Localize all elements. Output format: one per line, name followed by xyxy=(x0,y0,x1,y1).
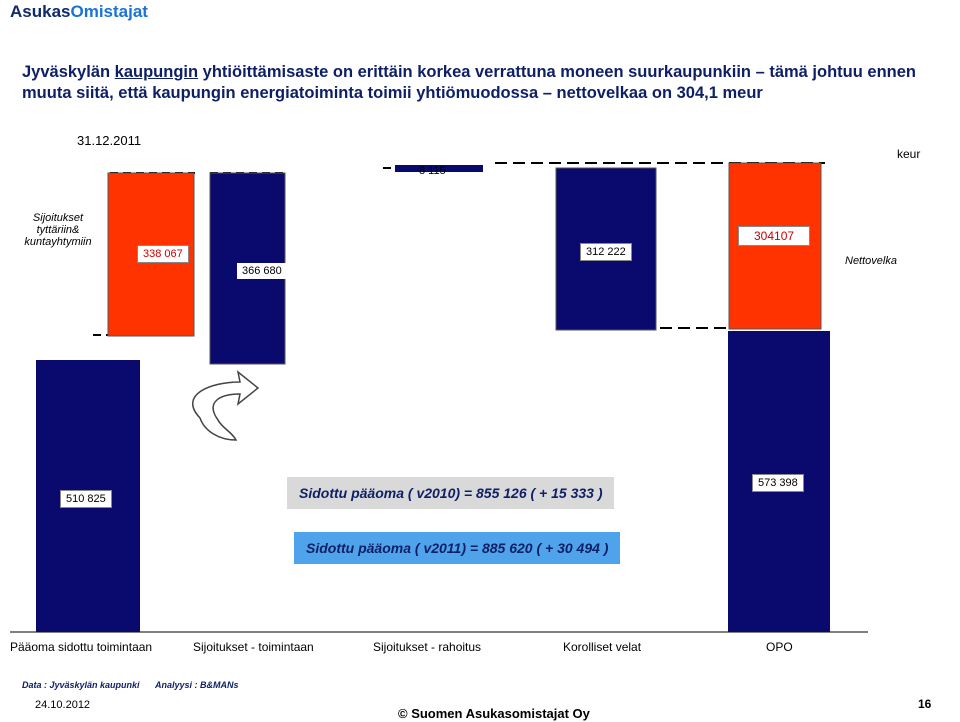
chart-title: 31.12.2011 xyxy=(77,133,142,148)
bar-nettovelka xyxy=(728,162,822,330)
right-label: Nettovelka xyxy=(845,255,897,267)
brand-logo: AsukasOmistajat xyxy=(10,2,148,22)
category-label: Korolliset velat xyxy=(563,640,642,654)
category-label: Pääoma sidottu toimintaan xyxy=(10,640,153,654)
category-label: Sijoitukset - toimintaan xyxy=(193,640,314,654)
side-label: Sijoitukset tyttäriin& kuntayhtymiin xyxy=(24,212,92,248)
footer-date: 24.10.2012 xyxy=(35,699,91,711)
category-label: OPO xyxy=(766,640,793,654)
brand-part2: Omistajat xyxy=(70,2,148,21)
note-v2011: Sidottu pääoma ( v2011) = 885 620 ( + 30… xyxy=(294,532,621,564)
headline-line2: muuta siitä, että kaupungin energiatoimi… xyxy=(22,84,763,102)
data-label-nettovelka: 304107 xyxy=(738,226,811,246)
page-title: Jyväskylän kaupungin yhtiöittämisaste on… xyxy=(22,62,942,104)
headline-line1-post: yhtiöittämisaste on erittäin korkea verr… xyxy=(198,63,916,81)
data-label-korolliset-velat: 312 222 xyxy=(580,243,632,261)
curved-arrow-icon xyxy=(192,370,260,441)
category-label: Sijoitukset - rahoitus xyxy=(373,640,482,654)
page-number: 16 xyxy=(918,697,932,711)
brand-part1: Asukas xyxy=(10,2,71,21)
note-v2010: Sidottu pääoma ( v2010) = 855 126 ( + 15… xyxy=(287,477,615,509)
headline-line1-pre: Jyväskylän xyxy=(22,63,115,81)
bar-sijoitukset-rahoitus xyxy=(395,165,483,172)
footer-source: Data : Jyväskylän kaupunki xyxy=(22,680,140,690)
data-label-paaoma: 510 825 xyxy=(60,490,112,508)
headline-line1-underlined: kaupungin xyxy=(114,63,199,81)
data-label-sijoitukset-rahoitus: 8 115 xyxy=(419,165,446,177)
unit-label: keur xyxy=(897,147,921,161)
footer-copyright: © Suomen Asukasomistajat Oy xyxy=(398,706,590,721)
data-label-opo: 573 398 xyxy=(752,474,804,492)
footer-analysis: Analyysi : B&MANs xyxy=(155,680,239,690)
data-label-sijoitukset-toimintaan: 366 680 xyxy=(237,263,287,279)
data-label-sijoitukset-tyttariin: 338 067 xyxy=(137,245,189,263)
